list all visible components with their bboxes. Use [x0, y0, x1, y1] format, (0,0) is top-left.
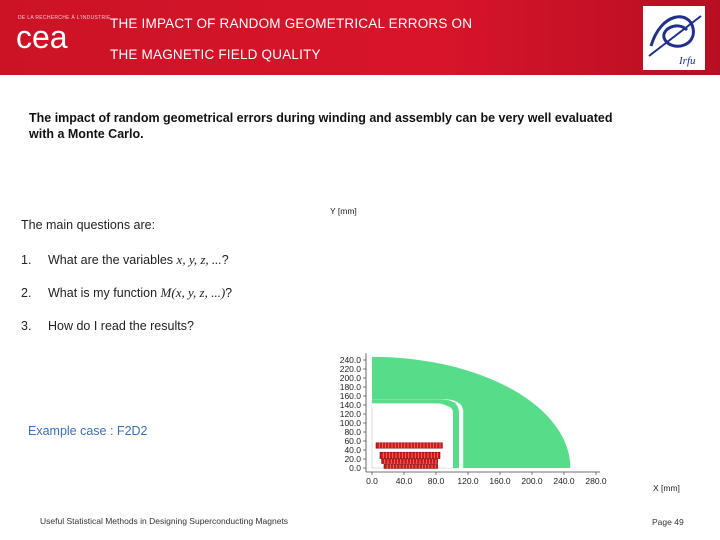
example-case: Example case : F2D2	[28, 424, 148, 438]
x-tick-label: 80.0	[428, 476, 445, 486]
question-item: 1. What are the variables x, y, z, ...?	[21, 252, 229, 268]
intro-text: The impact of random geometrical errors …	[29, 111, 613, 141]
x-tick-label: 120.0	[457, 476, 479, 486]
x-tick-label: 160.0	[489, 476, 511, 486]
y-tick-label: 180.0	[340, 382, 362, 392]
irfu-logo-text: Irfu	[678, 55, 696, 67]
y-tick-label: 240.0	[340, 355, 362, 365]
iron-pad	[372, 399, 459, 468]
question-item: 2. What is my function M(x, y, z, ...)?	[21, 285, 232, 301]
y-tick-label: 20.0	[344, 454, 361, 464]
question-text: How do I read the results?	[48, 319, 194, 333]
coil-block	[381, 458, 438, 464]
coil-block	[383, 464, 438, 469]
x-tick-label: 200.0	[521, 476, 543, 486]
slide-title-line-2: the magnetic field quality	[110, 47, 321, 62]
question-text: What is my function	[48, 286, 161, 300]
cea-logo: cea	[16, 20, 68, 54]
x-axis-label: X [mm]	[653, 483, 680, 493]
y-tick-label: 40.0	[344, 445, 361, 455]
question-text: What are the variables	[48, 253, 177, 267]
question-suffix: ?	[225, 286, 233, 300]
question-suffix: ?	[221, 253, 229, 267]
coil-block	[375, 442, 443, 449]
y-tick-label: 120.0	[340, 409, 362, 419]
y-tick-label: 220.0	[340, 364, 362, 374]
slide-title-line-1: The impact of random geometrical errors …	[110, 16, 473, 31]
question-math: M(x, y, z, ...)	[160, 285, 226, 300]
y-tick-label: 200.0	[340, 373, 362, 383]
x-tick-label: 0.0	[366, 476, 378, 486]
institution-tagline: DE LA RECHERCHE À L'INDUSTRIE	[18, 15, 111, 21]
x-tick-label: 240.0	[553, 476, 575, 486]
x-tick-label: 280.0	[585, 476, 607, 486]
y-tick-label: 100.0	[340, 418, 362, 428]
coil-block	[379, 451, 441, 459]
questions-heading: The main questions are:	[21, 218, 156, 232]
y-tick-label: 160.0	[340, 391, 362, 401]
irfu-logo: Irfu	[643, 6, 705, 70]
y-tick-label: 140.0	[340, 400, 362, 410]
slide-header: DE LA RECHERCHE À L'INDUSTRIE cea The im…	[0, 0, 720, 75]
x-tick-label: 40.0	[396, 476, 413, 486]
cea-logo-text: cea	[16, 20, 68, 54]
question-number: 2.	[21, 286, 32, 300]
y-axis-label: Y [mm]	[330, 206, 357, 216]
magnet-cross-section-diagram: 240.0220.0200.0180.0160.0140.0120.0100.0…	[330, 206, 680, 493]
question-math: x, y, z, ...	[176, 252, 222, 267]
footer-text: Useful Statistical Methods in Designing …	[40, 516, 289, 526]
question-item: 3. How do I read the results?	[21, 319, 194, 333]
collar-gap	[372, 403, 452, 468]
question-number: 1.	[21, 253, 32, 267]
y-tick-label: 80.0	[344, 427, 361, 437]
question-number: 3.	[21, 319, 32, 333]
y-tick-label: 0.0	[349, 463, 361, 473]
y-tick-label: 60.0	[344, 436, 361, 446]
page-number: Page 49	[652, 517, 684, 527]
